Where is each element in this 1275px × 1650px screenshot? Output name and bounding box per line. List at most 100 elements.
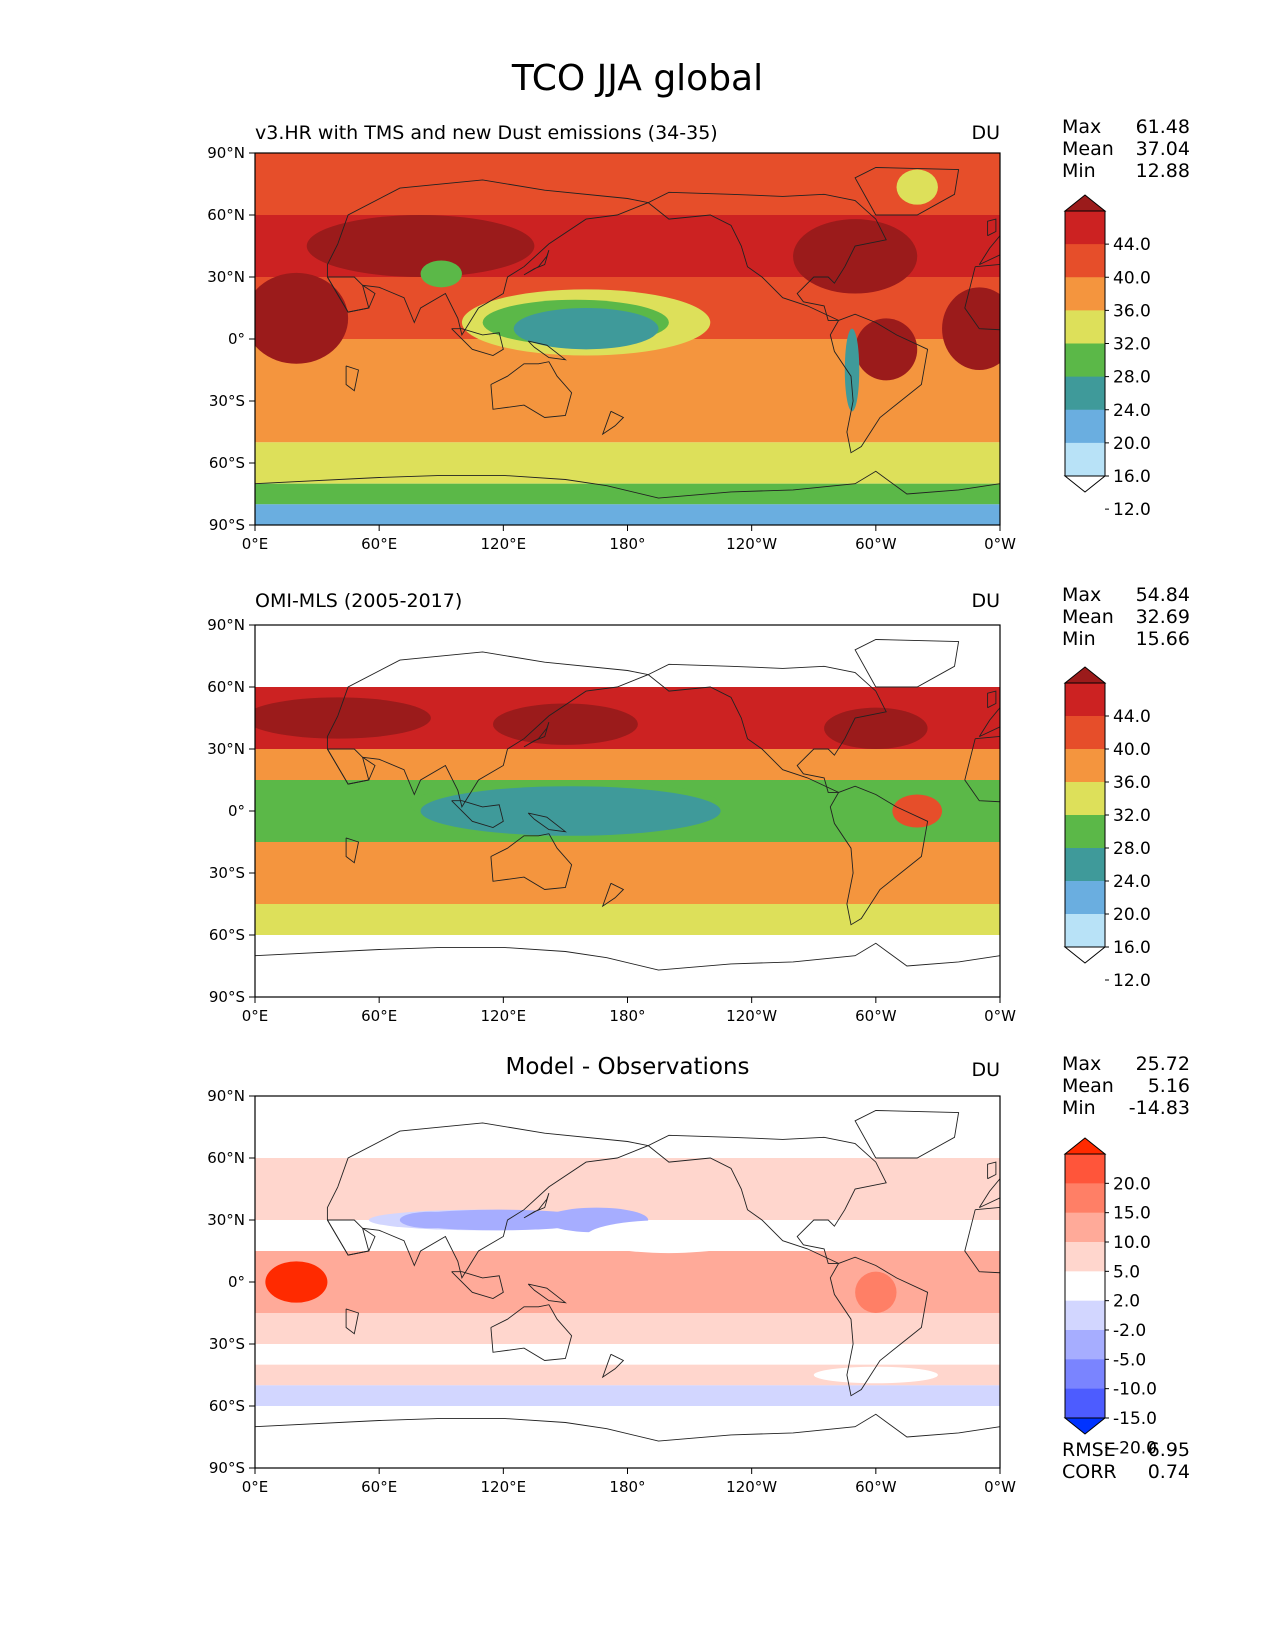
colorbar-label: -10.0 xyxy=(1113,1380,1157,1400)
coastline xyxy=(601,882,625,908)
colorbar-segment xyxy=(1065,683,1105,717)
y-tick-label: 60°S xyxy=(209,926,245,944)
colorbar-arrow-bottom xyxy=(1063,1417,1107,1435)
field-asia-high xyxy=(306,215,535,277)
x-tick-label: 60°W xyxy=(855,1007,897,1025)
stat-label: Min xyxy=(1062,160,1096,182)
field-band xyxy=(255,1385,1000,1406)
coastline xyxy=(527,340,567,361)
colorbar-label: 10.0 xyxy=(1113,1233,1151,1253)
field-band xyxy=(255,873,1000,904)
stat-label: Min xyxy=(1062,628,1096,650)
colorbar-label: 16.0 xyxy=(1113,938,1151,958)
y-tick-label: 30°S xyxy=(209,864,245,882)
stat-label: Min xyxy=(1062,1097,1096,1119)
stat-label: Max xyxy=(1062,116,1102,138)
y-tick-label: 0° xyxy=(228,330,245,348)
field-sa-high xyxy=(855,318,918,381)
y-tick-label: 90°N xyxy=(207,616,245,634)
colorbar-1: 44.0 40.0 36.0 32.0 28.0 24.0 20.0 16.0 12.0 xyxy=(1063,666,1151,991)
coastline xyxy=(255,942,1000,971)
panel-stats: Max 54.84 Mean 32.69 Min 15.66 xyxy=(1062,584,1190,650)
y-tick-label: 30°N xyxy=(207,1211,245,1229)
panel-units: DU xyxy=(971,590,1000,612)
field-io-white xyxy=(296,1348,545,1361)
x-tick-label: 120°W xyxy=(726,1478,777,1496)
x-tick-label: 0°E xyxy=(242,535,269,553)
colorbar-0: 44.0 40.0 36.0 32.0 28.0 24.0 20.0 16.0 12.0 xyxy=(1063,194,1151,520)
colorbar-label: 16.0 xyxy=(1113,467,1151,487)
x-tick-label: 0°W xyxy=(984,535,1016,553)
x-tick-label: 0°E xyxy=(242,1478,269,1496)
coastline xyxy=(854,167,960,216)
field-tibet-low xyxy=(420,260,462,288)
field-asia-negative xyxy=(399,1209,597,1231)
colorbar-label: -20.0 xyxy=(1113,1438,1157,1458)
colorbar-label: -5.0 xyxy=(1113,1350,1146,1370)
x-tick-label: 60°E xyxy=(361,535,397,553)
colorbar-label: 2.0 xyxy=(1113,1292,1140,1312)
x-tick-label: 60°W xyxy=(855,1478,897,1496)
field-band xyxy=(255,1313,1000,1344)
map-fill-layer xyxy=(255,625,1000,997)
coastline xyxy=(327,1219,376,1256)
coastline xyxy=(601,410,625,436)
coastline xyxy=(490,1304,573,1361)
x-tick-label: 120°E xyxy=(481,1478,527,1496)
x-tick-label: 0°W xyxy=(984,1007,1016,1025)
stat-value: 5.16 xyxy=(1147,1075,1190,1097)
colorbar-segment xyxy=(1065,1183,1105,1214)
colorbar-segment xyxy=(1065,409,1105,444)
panel-title: OMI-MLS (2005-2017) xyxy=(255,590,463,612)
colorbar-segment xyxy=(1065,277,1105,311)
field-band xyxy=(255,1158,1000,1220)
panel-units: DU xyxy=(971,1059,1000,1081)
coastline xyxy=(964,1206,1000,1274)
x-tick-label: 120°E xyxy=(481,535,527,553)
colorbar-label: 44.0 xyxy=(1113,235,1151,255)
colorbar-segment xyxy=(1065,1300,1105,1331)
stat-label: RMSE xyxy=(1062,1439,1116,1461)
x-tick-label: 60°E xyxy=(361,1007,397,1025)
colorbar-segment xyxy=(1065,881,1105,915)
field-tropical-pacific-low xyxy=(420,786,721,836)
colorbar-segment xyxy=(1065,1154,1105,1184)
coastline xyxy=(829,1256,929,1397)
mask-south xyxy=(255,1406,1000,1468)
colorbar-frame xyxy=(1064,1153,1106,1419)
stat-label: CORR xyxy=(1062,1461,1117,1483)
colorbar-segment xyxy=(1065,1359,1105,1390)
colorbar-segment xyxy=(1065,211,1105,245)
colorbar-label: 20.0 xyxy=(1113,434,1151,454)
stat-label: Mean xyxy=(1062,138,1114,160)
map-panel-2: 0°E 60°E 120°E 180° 120°W 60°W 0°W 90°N 60°N 30°N… xyxy=(207,1087,1016,1496)
map-fill-layer xyxy=(255,1096,1000,1468)
colorbar-label: 40.0 xyxy=(1113,740,1151,760)
colorbar-segment xyxy=(1065,815,1105,849)
colorbar-label: 20.0 xyxy=(1113,905,1151,925)
field-eurasia-high xyxy=(255,697,431,739)
coastline xyxy=(987,690,997,709)
coastline xyxy=(327,748,376,785)
coastline xyxy=(255,470,1000,499)
colorbar-segment xyxy=(1065,716,1105,750)
coastline xyxy=(523,721,550,748)
mask-north xyxy=(255,625,1000,687)
x-tick-label: 120°E xyxy=(481,1007,527,1025)
field-band xyxy=(255,401,1000,443)
colorbar-label: -2.0 xyxy=(1113,1321,1146,1341)
x-tick-label: 0°W xyxy=(984,1478,1016,1496)
panel-units: DU xyxy=(971,122,1000,144)
stat-value: 37.04 xyxy=(1135,138,1190,160)
colorbar-label: 36.0 xyxy=(1113,301,1151,321)
panel-stats: Max 25.72 Mean 5.16 Min -14.83 xyxy=(1062,1053,1190,1119)
map-panel-0: 0°E 60°E 120°E 180° 120°W 60°W 0°W 90°N 60°N 30°N… xyxy=(207,144,1016,553)
field-pacific-white xyxy=(586,1220,752,1254)
y-tick-label: 0° xyxy=(228,802,245,820)
stat-value: 12.88 xyxy=(1135,160,1190,182)
stat-value: 6.95 xyxy=(1147,1439,1190,1461)
field-sa-white xyxy=(813,1366,938,1384)
colorbar-arrow-top xyxy=(1063,1137,1107,1155)
colorbar-label: 40.0 xyxy=(1113,268,1151,288)
